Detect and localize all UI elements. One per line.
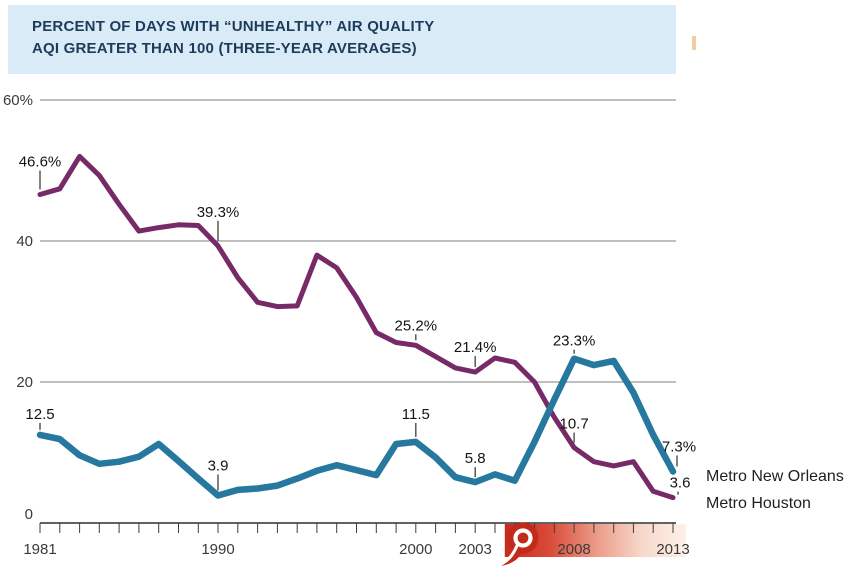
decorative-mark bbox=[692, 36, 696, 50]
series-line-houston bbox=[37, 153, 676, 501]
hurricane-icon-swirl bbox=[502, 543, 519, 565]
y-tick-label-0: 0 bbox=[25, 506, 33, 523]
legend-label-new-orleans: Metro New Orleans bbox=[706, 468, 844, 485]
x-tick-label-1990: 1990 bbox=[201, 541, 234, 558]
data-label-houston-1981: 46.6% bbox=[19, 154, 62, 171]
data-label-new-orleans-1990: 3.9 bbox=[208, 458, 229, 475]
data-label-new-orleans-2000: 11.5 bbox=[402, 406, 430, 423]
data-label-new-orleans-2003: 5.8 bbox=[465, 450, 486, 467]
hurricane-icon bbox=[501, 522, 539, 566]
data-label-houston-2000: 25.2% bbox=[395, 317, 438, 334]
x-tick-label-1981: 1981 bbox=[23, 541, 56, 558]
chart-title-line2: AQI GREATER THAN 100 (THREE-YEAR AVERAGE… bbox=[32, 40, 417, 57]
chart-title-banner: PERCENT OF DAYS WITH “UNHEALTHY” AIR QUA… bbox=[8, 5, 676, 74]
data-label-new-orleans-1981: 12.5 bbox=[25, 406, 54, 423]
chart-generated-layer: 1981 1990 2000 2003 2008 2013 60% 40 20 0 46.6% 39.… bbox=[3, 92, 696, 558]
chart-title-line1: PERCENT OF DAYS WITH “UNHEALTHY” AIR QUA… bbox=[32, 18, 435, 35]
y-tick-label-60: 60% bbox=[3, 92, 33, 109]
x-tick-label-2008: 2008 bbox=[557, 541, 590, 558]
data-label-houston-2008: 10.7 bbox=[559, 416, 588, 433]
x-tick-label-2000: 2000 bbox=[399, 541, 432, 558]
y-tick-label-20: 20 bbox=[16, 374, 33, 391]
data-label-houston-2013: 3.6 bbox=[670, 475, 691, 492]
x-tick-label-2003: 2003 bbox=[459, 541, 492, 558]
hurricane-icon-body bbox=[507, 522, 539, 554]
series-line-new-orleans bbox=[36, 355, 677, 499]
x-tick-label-2013: 2013 bbox=[656, 541, 689, 558]
hurricane-icon-eye bbox=[513, 528, 533, 548]
data-label-houston-2003: 21.4% bbox=[454, 339, 497, 356]
data-label-new-orleans-2008: 23.3% bbox=[553, 333, 596, 350]
y-tick-label-40: 40 bbox=[16, 233, 33, 250]
legend-label-houston: Metro Houston bbox=[706, 495, 811, 512]
data-label-houston-1990: 39.3% bbox=[197, 204, 240, 221]
data-label-new-orleans-2013: 7.3% bbox=[662, 439, 696, 456]
